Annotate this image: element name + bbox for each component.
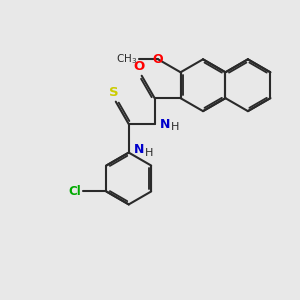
Text: O: O bbox=[133, 60, 144, 74]
Text: N: N bbox=[134, 143, 144, 157]
Text: H: H bbox=[171, 122, 179, 132]
Text: N: N bbox=[160, 118, 170, 130]
Text: S: S bbox=[110, 86, 119, 99]
Text: Cl: Cl bbox=[69, 185, 82, 198]
Text: O: O bbox=[153, 53, 164, 66]
Text: CH$_3$: CH$_3$ bbox=[116, 52, 137, 66]
Text: H: H bbox=[145, 148, 153, 158]
